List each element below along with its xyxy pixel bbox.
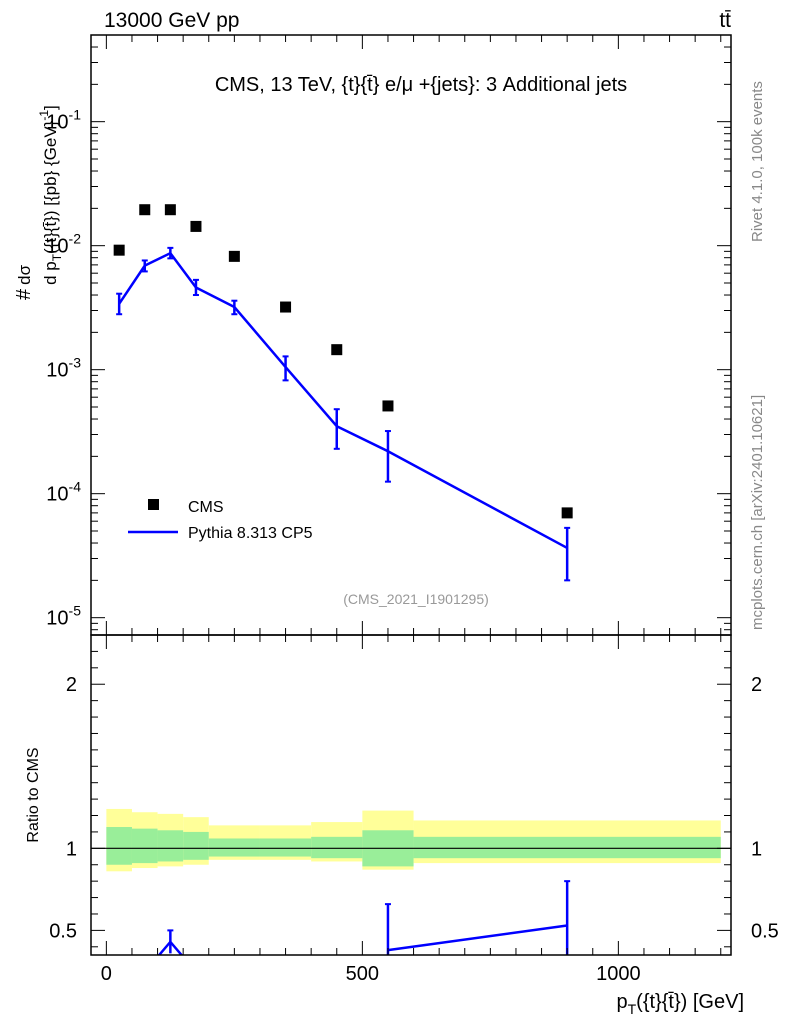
ratio-axis-ticks	[91, 634, 731, 955]
main-panel: 10-5 10-4 10-3 10-2 10-1 CMS, 13 TeV, {t}{t̄…	[13, 34, 732, 636]
ratio-x-tick-label: 0	[101, 963, 112, 985]
ratio-inner-band	[311, 836, 363, 859]
cms-point	[190, 220, 202, 232]
main-y-tick-label: 10-5	[46, 603, 81, 630]
pythia-series	[116, 246, 571, 582]
ratio-inner-band	[259, 838, 312, 857]
ratio-y-tick-label-left: 0.5	[49, 920, 77, 942]
main-y-axis-label: #dσ d pT({t}{t̄}) [{pb} {GeV}-1]	[13, 105, 64, 300]
ratio-x-tick-label: 1000	[596, 963, 641, 985]
cms-series	[113, 204, 573, 519]
mcplots-label: mcplots.cern.ch [arXiv:2401.10621]	[749, 395, 766, 630]
beam-label: 13000 GeV pp	[104, 9, 239, 32]
legend-cms-marker	[148, 499, 159, 510]
ratio-inner-band	[208, 838, 260, 857]
ratio-y-tick-label-right: 1	[751, 838, 762, 860]
ratio-uncertainty-bands	[106, 808, 721, 872]
ratio-inner-band	[106, 827, 132, 865]
legend: CMS Pythia 8.313 CP5	[128, 499, 313, 542]
ratio-y-tick-label-right: 0.5	[751, 920, 779, 942]
ratio-inner-band	[131, 828, 158, 864]
legend-cms-label: CMS	[188, 499, 224, 516]
ratio-y-tick-label-left: 2	[66, 674, 77, 696]
analysis-id: (CMS_2021_I1901295)	[343, 591, 489, 607]
ratio-inner-band	[413, 836, 721, 859]
main-y-tick-labels: 10-5 10-4 10-3 10-2 10-1	[46, 107, 81, 630]
rivet-label: Rivet 4.1.0, 100k events	[749, 81, 766, 242]
ratio-y-tick-label-left: 1	[66, 838, 77, 860]
pythia-line	[118, 251, 568, 550]
process-label: tt̄	[719, 9, 731, 32]
cms-point	[280, 301, 292, 313]
ratio-y-axis-label: Ratio to CMS	[25, 747, 42, 842]
main-title: CMS, 13 TeV, {t}{t̄} e/μ +{jets}: 3 Addi…	[215, 74, 627, 96]
ratio-x-tick-label: 500	[346, 963, 379, 985]
main-y-tick-label: 10-2	[46, 231, 81, 258]
main-frame	[90, 34, 732, 636]
cms-point	[228, 250, 240, 262]
main-axis-ticks	[91, 34, 731, 635]
ratio-panel: 0.5 0.5 1 1 2 2 0 500 1000 Ratio to CMS pT({t}{t…	[25, 634, 779, 1017]
ratio-y-tick-label-right: 2	[751, 674, 762, 696]
cms-point	[164, 204, 176, 216]
legend-pythia-label: Pythia 8.313 CP5	[188, 525, 313, 542]
cms-point	[382, 400, 394, 412]
ratio-pythia-series	[157, 880, 571, 955]
ratio-inner-band	[183, 831, 209, 860]
ratio-frame	[90, 634, 732, 956]
cms-point	[561, 507, 573, 519]
ratio-tick-labels: 0.5 0.5 1 1 2 2 0 500 1000	[49, 674, 779, 985]
main-y-tick-label: 10-4	[46, 479, 81, 506]
cms-point	[139, 204, 151, 216]
ratio-x-axis-label: pT({t}{t̄}) [GeV]	[616, 991, 744, 1017]
cms-point	[331, 344, 343, 356]
main-y-tick-label: 10-3	[46, 355, 81, 382]
ratio-pythia-line	[387, 924, 568, 952]
cms-point	[113, 244, 125, 256]
ratio-inner-band	[157, 830, 184, 862]
main-y-axis-label-text: #dσ d pT({t}{t̄}) [{pb} {GeV}-1]	[13, 105, 64, 300]
main-y-tick-label: 10-1	[46, 107, 81, 134]
